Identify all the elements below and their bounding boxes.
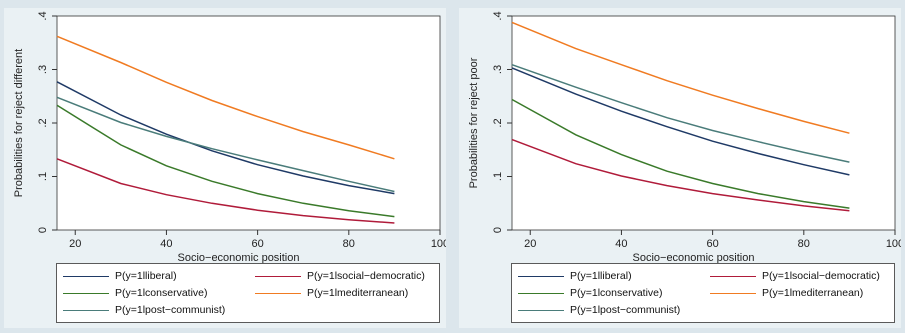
legend-item-conservative: P(y=1lconservative)	[518, 285, 663, 301]
legend: P(y=1lliberal) P(y=1lsocial−democratic) …	[56, 263, 440, 323]
legend-label: P(y=1lsocial−democratic)	[762, 270, 880, 282]
legend-label: P(y=1lpost−communist)	[115, 304, 226, 316]
legend-swatch	[710, 292, 756, 294]
legend-label: P(y=1lconservative)	[570, 287, 663, 299]
legend-item-mediterranean: P(y=1lmediterranean)	[255, 285, 408, 301]
plot-area	[511, 15, 896, 231]
y-tick-label: .4	[37, 11, 49, 20]
series-line	[56, 35, 395, 160]
series-line	[511, 63, 850, 163]
series-line	[56, 96, 395, 193]
legend-label: P(y=1lmediterranean)	[307, 287, 409, 299]
legend-item-liberal: P(y=1lliberal)	[518, 268, 632, 284]
legend-label: P(y=1lmediterranean)	[762, 287, 864, 299]
chart-reject-different: 0 .1 .2 .3 .4 20 40 60 80 100 Socio−economic posit…	[13, 11, 446, 263]
x-axis-title: Socio−economic position	[178, 252, 300, 263]
x-tick-label: 40	[615, 238, 627, 250]
series-line	[56, 81, 395, 195]
y-tick-label: .3	[37, 65, 49, 74]
y-tick-label: .1	[37, 172, 49, 181]
legend-swatch	[710, 275, 756, 277]
x-tick-label: 80	[343, 238, 355, 250]
series-line	[56, 104, 395, 218]
legend-swatch	[518, 275, 564, 277]
legend-swatch	[63, 275, 109, 277]
y-tick-label: .1	[492, 172, 504, 181]
y-axis-title: Probabilities for reject poor	[468, 57, 480, 188]
legend-label: P(y=1lsocial−democratic)	[307, 270, 425, 282]
series-line	[511, 98, 850, 209]
series-line	[511, 21, 850, 134]
series-line	[511, 138, 850, 212]
x-tick-label: 40	[160, 238, 172, 250]
x-axis-title: Socio−economic position	[633, 252, 755, 263]
legend-item-post-communist: P(y=1lpost−communist)	[63, 302, 225, 318]
legend-label: P(y=1lliberal)	[115, 270, 177, 282]
legend-swatch	[518, 292, 564, 294]
y-tick-label: .3	[492, 65, 504, 74]
y-tick-label: .2	[492, 118, 504, 127]
y-tick-label: .4	[492, 11, 504, 20]
y-tick-label: .2	[37, 118, 49, 127]
legend-swatch	[63, 292, 109, 294]
legend-item-post-communist: P(y=1lpost−communist)	[518, 302, 680, 318]
legend-swatch	[255, 275, 301, 277]
legend-item-social-democratic: P(y=1lsocial−democratic)	[255, 268, 425, 284]
y-axis-title: Probabilities for reject different	[13, 49, 25, 197]
legend-label: P(y=1lconservative)	[115, 287, 208, 299]
legend-item-social-democratic: P(y=1lsocial−democratic)	[710, 268, 880, 284]
chart-reject-poor: 0 .1 .2 .3 .4 20 40 60 80 100 Socio−economic posit…	[468, 11, 901, 263]
x-tick-label: 60	[706, 238, 718, 250]
chart-panel-reject-poor: 0 .1 .2 .3 .4 20 40 60 80 100 Socio−economic posit…	[459, 8, 901, 328]
x-tick-label: 20	[69, 238, 81, 250]
x-tick-label: 100	[886, 238, 901, 250]
chart-panel-reject-different: 0 .1 .2 .3 .4 20 40 60 80 100 Socio−economic posit…	[4, 8, 446, 328]
legend: P(y=1lliberal) P(y=1lsocial−democratic) …	[511, 263, 895, 323]
legend-swatch	[63, 309, 109, 311]
x-tick-label: 60	[251, 238, 263, 250]
x-tick-label: 20	[524, 238, 536, 250]
x-tick-label: 80	[798, 238, 810, 250]
legend-label: P(y=1lpost−communist)	[570, 304, 681, 316]
x-tick-label: 100	[431, 238, 446, 250]
series-line	[511, 67, 850, 176]
y-tick-label: 0	[492, 227, 504, 233]
legend-item-conservative: P(y=1lconservative)	[63, 285, 208, 301]
legend-item-liberal: P(y=1lliberal)	[63, 268, 177, 284]
series-line	[56, 158, 395, 224]
y-tick-label: 0	[37, 227, 49, 233]
plot-area	[56, 15, 441, 231]
legend-label: P(y=1lliberal)	[570, 270, 632, 282]
legend-swatch	[518, 309, 564, 311]
legend-swatch	[255, 292, 301, 294]
legend-item-mediterranean: P(y=1lmediterranean)	[710, 285, 863, 301]
